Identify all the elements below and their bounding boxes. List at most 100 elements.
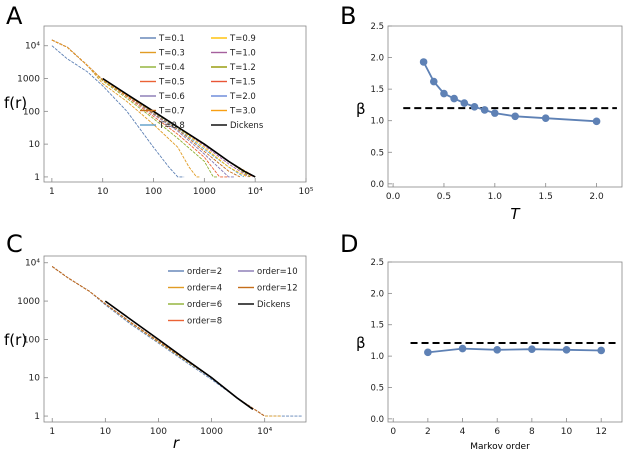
legend-label: T=0.1 [158, 34, 185, 44]
panel-b-frame [387, 25, 623, 188]
panel-d-plot: 0 2 4 6 8 10 12 0.0 0.5 1.0 1.5 2.0 2.5 [370, 258, 623, 437]
beta-point [419, 58, 428, 66]
y-tick-label: 0.5 [370, 148, 384, 158]
panel-d-xlabel: Markov order [470, 442, 530, 452]
x-tick-label: 6 [494, 427, 500, 437]
x-tick-label: 100 [150, 427, 167, 437]
beta-point [493, 346, 502, 354]
y-tick-label: 1 [34, 173, 40, 183]
legend-label: order=4 [187, 284, 222, 294]
panel-a-plot: 1 10 100 1000 10⁴ 10⁵ 1 10 100 1000 10⁴ T=0.1 T=0.3 T… [17, 25, 314, 197]
panel-b-plot: 0.0 0.5 1.0 1.5 2.0 0.0 0.5 1.0 1.5 2.0 2.5 [370, 22, 623, 202]
beta-point [528, 345, 536, 354]
beta-point [424, 348, 432, 357]
legend-label: T=1.2 [229, 63, 256, 73]
legend-label: Dickens [230, 121, 264, 131]
y-tick-label: 0.5 [370, 383, 384, 393]
x-tick-label: 4 [460, 427, 466, 437]
y-tick-label: 1.0 [370, 117, 384, 127]
x-tick-label: 100 [145, 187, 162, 197]
series-line-t-0-1 [51, 45, 185, 178]
x-tick-label: 0 [390, 427, 396, 437]
panel-letter-a: A [6, 2, 23, 30]
legend-label: Dickens [257, 300, 291, 310]
legend-label: order=6 [187, 300, 222, 310]
legend-label: order=12 [257, 284, 298, 294]
series-line-dickens [104, 300, 254, 410]
beta-point [597, 346, 605, 355]
panel-c-xlabel: r [173, 434, 180, 452]
y-tick-label: 1.5 [370, 321, 384, 331]
beta-point [592, 117, 601, 126]
y-tick-label: 1 [34, 412, 40, 422]
beta-point [480, 106, 489, 114]
legend-label: order=10 [257, 267, 298, 277]
y-tick-label: 2.5 [370, 22, 384, 32]
x-tick-label: 10 [97, 187, 109, 197]
legend-label: T=0.3 [158, 49, 185, 59]
legend-label: T=0.6 [158, 92, 185, 102]
legend-label: order=2 [187, 267, 222, 277]
y-tick-label: 1000 [17, 75, 40, 85]
y-tick-label: 2.0 [370, 54, 384, 64]
panel-c-plot: 1 10 100 1000 10⁴ 1 10 100 1000 10⁴ order=2 order=4… [17, 255, 307, 437]
y-tick-label: 1.0 [370, 352, 384, 362]
panel-a-ylabel: f(r) [4, 94, 27, 112]
legend-label: T=0.9 [229, 34, 256, 44]
x-tick-label: 10 [561, 427, 573, 437]
y-tick-label: 10 [29, 374, 41, 384]
beta-point [511, 112, 519, 121]
beta-point [450, 94, 458, 103]
x-tick-label: 10 [100, 427, 112, 437]
x-tick-label: 1 [49, 187, 55, 197]
legend-label: T=0.5 [158, 78, 185, 88]
panel-c-frame [43, 255, 307, 423]
y-tick-label: 2.5 [370, 258, 384, 268]
y-tick-label: 10⁴ [25, 42, 40, 52]
beta-point [562, 346, 571, 354]
panel-b-ylabel: β [356, 100, 366, 118]
x-tick-label: 0.5 [437, 192, 451, 202]
beta-point [470, 103, 479, 111]
legend-label: T=0.4 [158, 63, 185, 73]
beta-point [458, 344, 467, 353]
x-tick-label: 1.0 [488, 192, 503, 202]
y-tick-label: 1000 [17, 297, 40, 307]
legend-label: T=0.8 [158, 121, 185, 131]
legend-label: T=2.0 [229, 92, 256, 102]
x-tick-label: 8 [529, 427, 535, 437]
panel-b-xlabel: T [510, 205, 521, 223]
beta-line [427, 347, 602, 354]
series-line-dickens [102, 77, 256, 178]
x-tick-label: 2.0 [589, 192, 604, 202]
x-tick-label: 10⁴ [248, 187, 263, 197]
y-tick-label: 0.0 [370, 415, 384, 425]
panel-letter-c: C [6, 230, 23, 258]
beta-point [541, 114, 550, 122]
x-tick-label: 2 [425, 427, 431, 437]
x-tick-label: 1000 [200, 427, 223, 437]
x-tick-label: 1 [49, 427, 55, 437]
x-tick-label: 0.0 [386, 192, 401, 202]
beta-point [460, 99, 469, 107]
legend-label: order=8 [187, 317, 222, 327]
legend-label: T=1.5 [229, 78, 256, 88]
beta-point [440, 89, 448, 98]
y-tick-label: 0.0 [370, 180, 384, 190]
panel-a-frame [43, 25, 307, 183]
y-tick-label: 1.5 [370, 85, 384, 95]
legend-label: T=1.0 [229, 49, 256, 59]
panel-d-frame [387, 261, 623, 423]
beta-point [429, 77, 438, 86]
panel-c-ylabel: f(r) [4, 331, 27, 349]
x-tick-label: 10⁵ [298, 187, 313, 197]
y-tick-label: 100 [23, 335, 40, 345]
panel-letter-b: B [340, 2, 356, 30]
y-tick-label: 2.0 [370, 289, 384, 299]
legend-label: T=0.7 [158, 107, 185, 117]
x-tick-label: 12 [595, 427, 606, 437]
panel-d-ylabel: β [356, 334, 366, 352]
y-tick-label: 10⁴ [25, 259, 40, 269]
x-tick-label: 10⁴ [257, 427, 272, 437]
